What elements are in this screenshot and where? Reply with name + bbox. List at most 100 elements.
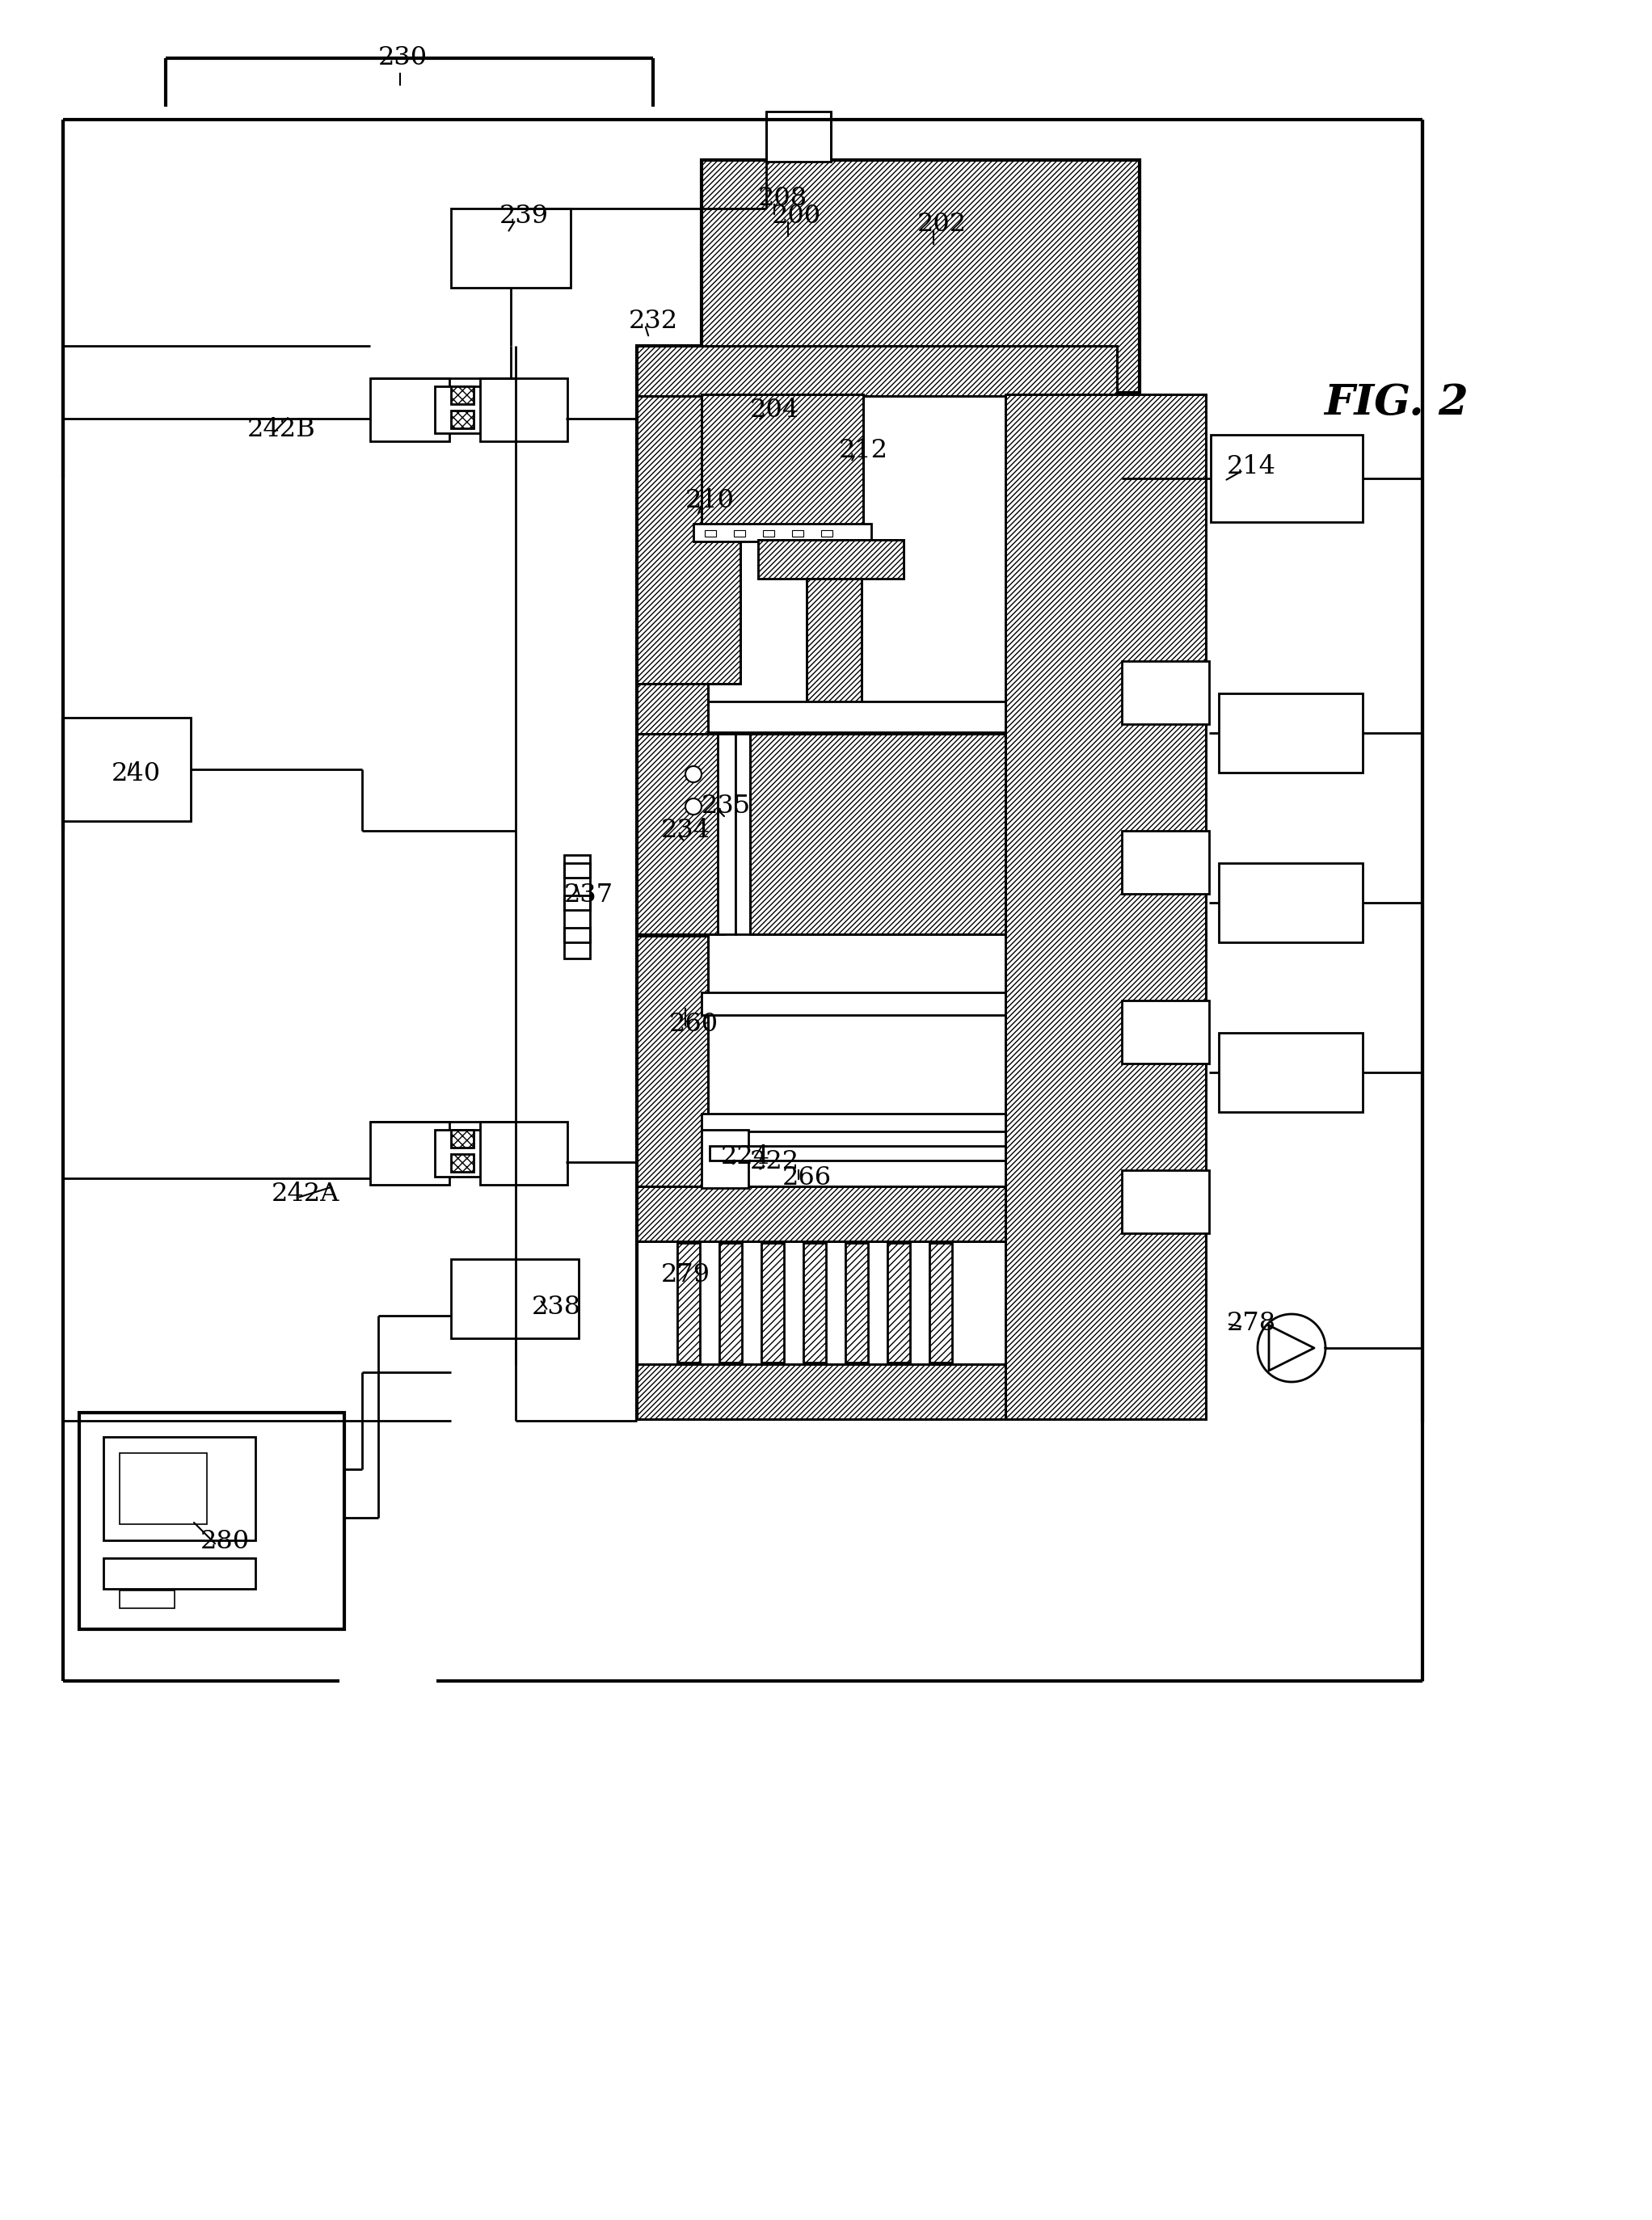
Bar (638, 735, 724, 935)
Bar (767, 111, 831, 162)
Bar (638, 1185, 1117, 1241)
Text: 240: 240 (111, 761, 160, 786)
Bar (735, 735, 753, 935)
Text: 242B: 242B (248, 417, 316, 442)
Bar (803, 1243, 826, 1363)
Bar (803, 1243, 826, 1363)
Bar (638, 395, 740, 684)
Text: 278: 278 (1226, 1312, 1275, 1336)
Bar (638, 684, 709, 981)
Bar (638, 346, 1117, 395)
Bar (481, 377, 567, 442)
Bar (451, 386, 474, 404)
Bar (1006, 395, 1206, 1419)
Text: 235: 235 (700, 795, 750, 819)
Bar (434, 386, 489, 433)
Bar (719, 1243, 742, 1363)
Bar (750, 735, 1031, 935)
Bar (710, 1146, 1047, 1161)
Text: 222: 222 (750, 1150, 800, 1174)
Text: FIG. 2: FIG. 2 (1325, 382, 1469, 424)
Text: 204: 204 (750, 397, 800, 424)
Circle shape (686, 799, 702, 815)
Bar (930, 1243, 952, 1363)
Bar (762, 1243, 785, 1363)
Text: 212: 212 (839, 437, 887, 464)
Bar (1057, 937, 1120, 1201)
Text: 234: 234 (661, 819, 710, 844)
Bar (806, 579, 862, 706)
Text: 279: 279 (661, 1263, 710, 1288)
Bar (763, 531, 775, 537)
Bar (638, 684, 709, 981)
Bar (104, 1558, 256, 1590)
Text: 239: 239 (499, 204, 548, 229)
Bar (63, 717, 190, 821)
Bar (705, 531, 715, 537)
Bar (1006, 395, 1206, 1419)
Text: 200: 200 (771, 204, 821, 229)
Bar (370, 377, 449, 442)
Text: 280: 280 (200, 1530, 249, 1554)
Bar (451, 411, 474, 428)
Bar (702, 395, 864, 531)
Bar (806, 579, 862, 706)
Text: 214: 214 (1226, 455, 1275, 480)
Bar (1057, 937, 1120, 1201)
Bar (1037, 735, 1125, 935)
Bar (791, 531, 803, 537)
Bar (750, 735, 1031, 935)
Bar (1021, 395, 1117, 684)
Bar (451, 1130, 474, 1148)
Bar (434, 1130, 489, 1177)
Bar (638, 1363, 1117, 1419)
Text: 208: 208 (758, 186, 808, 211)
Text: 224: 224 (720, 1146, 770, 1170)
Bar (638, 395, 740, 684)
Bar (1037, 735, 1125, 935)
Text: 260: 260 (669, 1012, 719, 1037)
Bar (638, 735, 724, 935)
Bar (563, 855, 590, 959)
Bar (638, 937, 709, 1201)
Text: 242A: 242A (271, 1181, 340, 1208)
Text: 210: 210 (686, 488, 733, 513)
Bar (451, 1259, 578, 1339)
Bar (762, 1243, 785, 1363)
Bar (733, 531, 745, 537)
Bar (481, 1121, 567, 1185)
Bar (758, 539, 904, 579)
Bar (79, 1412, 344, 1629)
Bar (702, 160, 1140, 393)
Text: 238: 238 (532, 1294, 582, 1321)
Bar (677, 1243, 700, 1363)
Bar (887, 1243, 910, 1363)
Text: 202: 202 (917, 213, 966, 238)
Bar (702, 1130, 748, 1188)
Bar (451, 1154, 474, 1172)
Circle shape (686, 766, 702, 781)
Bar (1219, 864, 1363, 941)
Bar (702, 1114, 1064, 1132)
Bar (1219, 1032, 1363, 1112)
Bar (638, 346, 1117, 395)
Bar (930, 1243, 952, 1363)
Bar (370, 1121, 449, 1185)
Bar (821, 531, 833, 537)
Bar (638, 937, 709, 1201)
Bar (119, 1590, 175, 1607)
Bar (677, 1243, 700, 1363)
Text: 266: 266 (781, 1166, 831, 1190)
Bar (719, 1243, 742, 1363)
Bar (1021, 395, 1117, 684)
Bar (563, 895, 590, 910)
Bar (1057, 684, 1120, 981)
Bar (702, 702, 1064, 733)
Bar (638, 1363, 1117, 1419)
Bar (563, 864, 590, 877)
Bar (638, 1185, 1117, 1241)
Bar (1057, 684, 1120, 981)
Bar (1211, 435, 1363, 522)
Bar (846, 1243, 867, 1363)
Bar (104, 1436, 256, 1541)
